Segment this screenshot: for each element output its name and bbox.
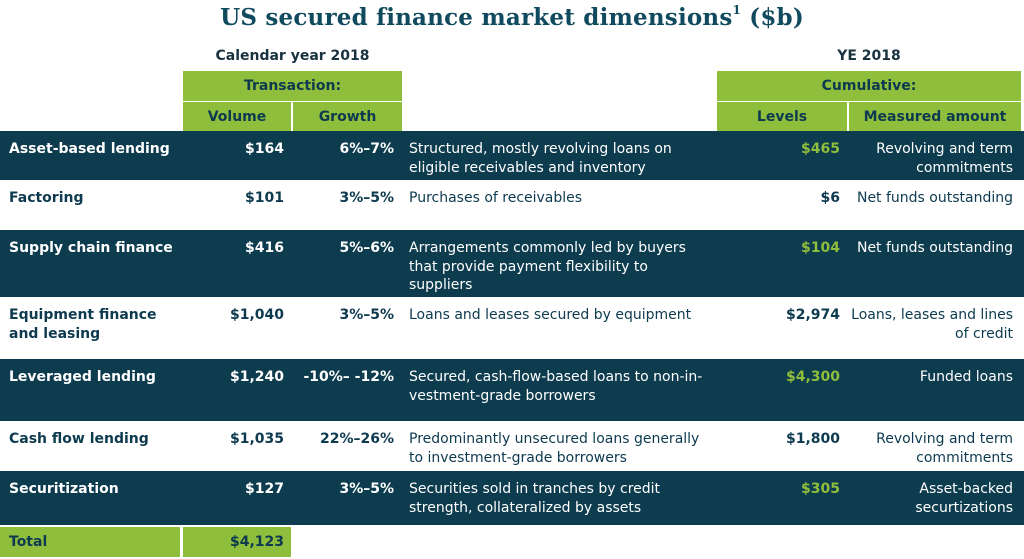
row-measured-amount: Funded loans: [919, 369, 1013, 385]
row-level: $2,974: [785, 307, 840, 323]
row-level: $4,300: [785, 369, 840, 385]
row-name: Supply chain finance: [9, 240, 173, 256]
row-growth: 3%–5%: [339, 307, 394, 323]
row-measured-amount: Net funds outstanding: [856, 190, 1013, 206]
row-growth: 5%–6%: [339, 240, 394, 256]
row-description: Purchases of receivables: [409, 190, 583, 206]
row-level: $104: [801, 240, 840, 256]
page-title: US secured finance market dimensions1 ($…: [0, 3, 1024, 31]
row-measured-amount: Loans, leases and lines of credit: [851, 307, 1013, 342]
row-volume: $164: [245, 141, 284, 157]
measured-amount-header: Measured amount: [849, 102, 1021, 131]
total-value: $4,123: [229, 534, 284, 550]
row-growth: -10%– -12%: [303, 369, 394, 385]
row-level: $1,800: [785, 431, 840, 447]
table-row: Factoring $101 3%–5% Purchases of receivabl…: [0, 180, 1024, 230]
row-volume: $1,240: [229, 369, 284, 385]
row-level: $465: [801, 141, 840, 157]
title-text: US secured finance market dimensions: [220, 4, 733, 31]
table-row: Securitization $127 3%–5% Securities sold i…: [0, 471, 1024, 525]
calendar-year-caption: Calendar year 2018: [215, 48, 370, 64]
title-footnote: 1: [732, 3, 742, 18]
title-unit: ($b): [741, 4, 804, 31]
transaction-header: Transaction:: [183, 71, 402, 101]
levels-header: Levels: [717, 102, 847, 131]
row-volume: $1,040: [229, 307, 284, 323]
row-volume: $127: [245, 481, 284, 497]
row-measured-amount: Asset-backed securtizations: [915, 481, 1013, 516]
total-label-cell: Total: [0, 527, 180, 557]
total-value-cell: $4,123: [183, 527, 291, 557]
ye-caption: YE 2018: [837, 48, 901, 64]
row-volume: $1,035: [229, 431, 284, 447]
row-description: Arrangements commonly led by buyers that…: [409, 240, 686, 293]
row-measured-amount: Revolving and term commitments: [876, 431, 1013, 466]
row-description: Loans and leases secured by equipment: [409, 307, 692, 323]
row-growth: 22%–26%: [319, 431, 394, 447]
row-description: Structured, mostly revolving loans on el…: [409, 141, 672, 176]
row-name: Factoring: [9, 190, 84, 206]
cumulative-header: Cumulative:: [717, 71, 1021, 101]
table-row: Leveraged lending $1,240 -10%– -12% Secured…: [0, 359, 1024, 421]
row-description: Predominantly unsecured loans generally …: [409, 431, 700, 466]
row-volume: $101: [245, 190, 284, 206]
total-label: Total: [9, 534, 48, 550]
row-name: Equipment finance and leasing: [9, 307, 157, 342]
row-volume: $416: [245, 240, 284, 256]
row-level: $6: [820, 190, 840, 206]
row-name: Asset-based lending: [9, 141, 170, 157]
table-row: Cash flow lending $1,035 22%–26% Predominan…: [0, 421, 1024, 471]
row-name: Cash flow lending: [9, 431, 149, 447]
row-level: $305: [801, 481, 840, 497]
row-name: Securitization: [9, 481, 119, 497]
growth-header: Growth: [293, 102, 402, 131]
table-row: Equipment finance and leasing $1,040 3%–5%…: [0, 297, 1024, 359]
row-growth: 6%–7%: [339, 141, 394, 157]
row-measured-amount: Revolving and term commitments: [876, 141, 1013, 176]
table-row: Supply chain finance $416 5%–6% Arrangement…: [0, 230, 1024, 297]
row-growth: 3%–5%: [339, 481, 394, 497]
table-row: Asset-based lending $164 6%–7% Structured, …: [0, 131, 1024, 180]
row-description: Secured, cash-flow-based loans to non-in…: [409, 369, 703, 404]
row-description: Securities sold in tranches by credit st…: [409, 481, 661, 516]
volume-header: Volume: [183, 102, 291, 131]
row-growth: 3%–5%: [339, 190, 394, 206]
row-measured-amount: Net funds outstanding: [856, 240, 1013, 256]
row-name: Leveraged lending: [9, 369, 156, 385]
